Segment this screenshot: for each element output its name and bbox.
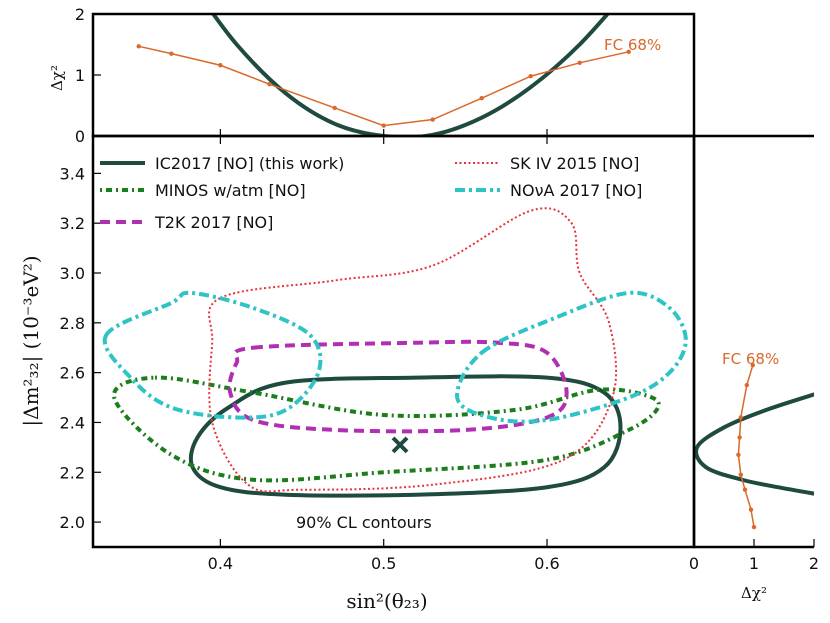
right-ticks: 0 1 2 [689,539,819,573]
top-fc68-point [381,123,386,128]
top-y-tick-label: 1 [75,66,85,85]
right-fc68-point [750,362,755,368]
contour-no-a-2017-no-loop-2 [455,290,688,424]
contour-minos-w-atm-no [112,375,661,483]
legend-label-minos: MINOS w/atm [NO] [155,181,306,200]
main-y-tick-label: 2.4 [60,413,85,432]
main-y-tick-label: 2.2 [60,463,85,482]
right-fc68-point [737,435,742,440]
right-fc68-point [744,382,749,388]
top-plot-frame [91,12,696,138]
top-fc68-point [169,51,174,56]
right-fc68-point [738,415,743,420]
legend-label-sk: SK IV 2015 [NO] [510,154,639,173]
main-y-tick-label: 2.8 [60,314,85,333]
main-y-tick-label: 3.2 [60,214,85,233]
right-fc68-line [737,364,755,528]
top-fc68-annotation: FC 68% [604,36,661,54]
main-y-label: |Δm²₃₂| (10⁻³eV²) [19,255,44,426]
main-y-tick-label: 2.6 [60,364,85,383]
contour-t2k-2017-no [227,339,569,434]
contour-no-a-2017-no-loop-1 [102,290,323,420]
top-y-label: Δχ² [48,65,66,91]
top-fc68-point [267,81,272,87]
main-panel: 0.4 0.5 0.6 2.0 2.2 2.4 2.6 2.8 3.0 3.2 3.4 IC2017… [19,134,696,613]
top-series-group [136,14,631,136]
right-fc68-annotation: FC 68% [722,350,779,368]
top-ticks: 0 1 2 [75,5,548,146]
annotation-90cl: 90% CL contours [296,513,432,532]
right-x-tick-label: 0 [689,554,699,573]
right-fc68-point [751,524,757,530]
right-x-label: Δχ² [741,584,767,602]
right-plot-frame [692,136,814,549]
legend-label-ic2017: IC2017 [NO] (this work) [155,154,344,173]
main-y-tick-label: 3.0 [60,264,85,283]
right-ic2017-curve [694,392,814,496]
legend-label-t2k: T2K 2017 [NO] [154,213,273,232]
top-fc68-point [136,44,141,49]
main-x-tick-label: 0.4 [208,554,233,573]
right-fc68-point [748,507,754,512]
right-fc68-point [738,472,743,477]
top-fc68-point [218,63,223,68]
top-y-tick-label: 0 [75,127,85,146]
right-fc68-point [742,487,748,492]
main-y-tick-label: 2.0 [60,513,85,532]
main-series-group [102,207,688,498]
right-x-tick-label: 1 [749,554,759,573]
top-panel: 0 1 2 Δχ² FC 68% [48,5,696,146]
top-fc68-point [577,60,582,65]
right-series-group [694,362,814,530]
legend-label-nova: NOνA 2017 [NO] [510,181,642,200]
contour-ic2017-no-this-work [188,374,623,498]
top-y-tick-label: 2 [75,5,85,24]
contour-sk-iv-2015-no [208,207,618,493]
top-fc68-line [138,45,629,127]
top-fc68-point [479,95,484,101]
main-x-label: sin²(θ₂₃) [346,589,427,613]
top-fc68-point [430,117,435,122]
right-x-tick-label: 2 [809,554,819,573]
top-fc68-point [626,49,631,55]
best-fit-marker [391,436,409,454]
top-fc68-point [332,105,337,111]
main-x-tick-label: 0.6 [534,554,559,573]
main-x-tick-label: 0.5 [371,554,396,573]
right-panel: 0 1 2 FC 68% Δχ² [689,134,819,602]
top-fc68-point [528,74,533,79]
main-y-tick-label: 3.4 [60,164,85,183]
main-ticks: 0.4 0.5 0.6 2.0 2.2 2.4 2.6 2.8 3.0 3.2 3.4 [60,136,560,573]
right-fc68-point [736,452,741,458]
legend: IC2017 [NO] (this work) MINOS w/atm [NO]… [100,154,642,232]
top-ic2017-curve [210,14,611,136]
